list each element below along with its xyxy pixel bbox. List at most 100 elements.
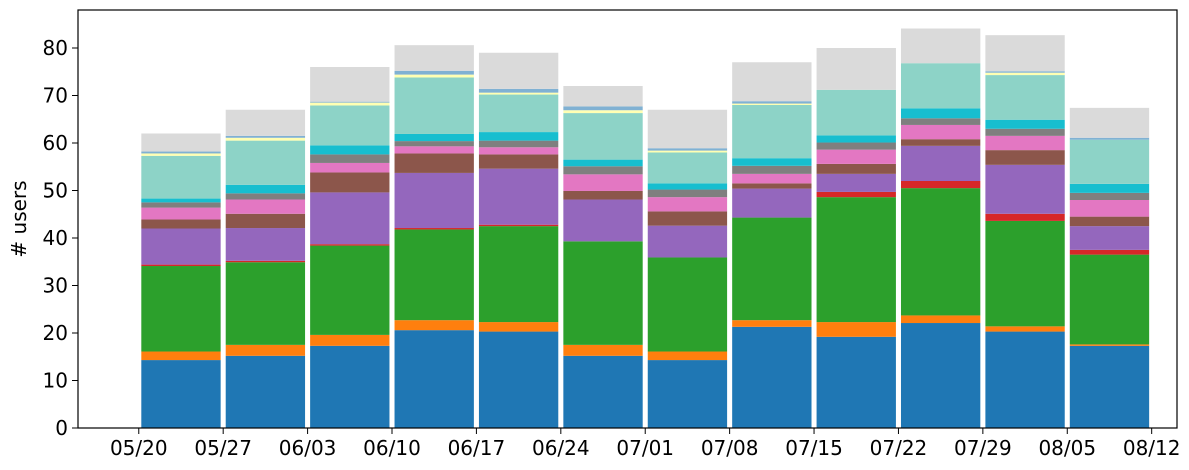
bar-segment-5-6 <box>478 154 559 169</box>
y-axis: 0 10 20 30 40 50 60 70 80 <box>43 36 78 440</box>
bar-segment-3-11 <box>310 102 390 106</box>
bar-segment-11-12 <box>985 71 1065 73</box>
bar-segment-10-7 <box>900 124 981 140</box>
bar-segment-6-11 <box>563 110 643 114</box>
bar-segment-8-6 <box>732 183 812 189</box>
bar-segment-5-11 <box>478 92 559 95</box>
bar-segment-11-13 <box>985 35 1065 72</box>
bar-segment-6-3 <box>563 241 643 345</box>
y-tick-label: 60 <box>43 131 68 155</box>
bar-segment-12-8 <box>1069 192 1150 200</box>
bar-stack-4 <box>394 45 474 428</box>
bar-segment-9-5 <box>816 173 896 192</box>
bar-segment-1-9 <box>141 198 221 203</box>
bar-segment-8-3 <box>732 217 812 321</box>
bar-segment-12-13 <box>1069 107 1150 138</box>
bar-segment-11-10 <box>985 75 1065 120</box>
bar-stack-3 <box>310 67 390 428</box>
x-tick-label: 07/01 <box>616 436 674 460</box>
x-tick-label: 07/22 <box>870 436 928 460</box>
x-tick-label: 05/20 <box>110 436 168 460</box>
bar-segment-7-13 <box>647 109 728 149</box>
bar-stack-7 <box>647 109 728 428</box>
bar-segment-7-8 <box>647 189 728 198</box>
bar-segment-2-7 <box>225 199 306 214</box>
bar-segment-3-12 <box>310 101 390 103</box>
bar-segment-9-10 <box>816 89 896 136</box>
bar-segment-8-13 <box>732 62 812 102</box>
bar-segment-10-9 <box>900 108 981 119</box>
bar-segment-3-13 <box>310 67 390 102</box>
x-tick-label: 08/12 <box>1123 436 1181 460</box>
bar-segment-11-2 <box>985 326 1065 332</box>
bar-segment-9-7 <box>816 149 896 164</box>
bar-segment-8-11 <box>732 103 812 105</box>
bar-segment-5-3 <box>478 226 559 323</box>
bar-segment-6-9 <box>563 159 643 167</box>
bar-segment-9-3 <box>816 197 896 323</box>
bar-segment-2-3 <box>225 262 306 345</box>
bar-segment-12-4 <box>1069 249 1150 255</box>
bar-segment-5-9 <box>478 132 559 141</box>
bar-segment-4-3 <box>394 229 474 321</box>
y-tick-label: 10 <box>43 369 68 393</box>
bar-segment-7-5 <box>647 225 728 258</box>
bar-segment-1-5 <box>141 228 221 265</box>
bar-segment-12-12 <box>1069 137 1150 140</box>
bar-segment-5-7 <box>478 147 559 155</box>
bar-segment-4-9 <box>394 133 474 142</box>
bar-segment-6-7 <box>563 174 643 191</box>
bar-stack-6 <box>563 86 643 428</box>
y-tick-label: 80 <box>43 36 68 60</box>
bar-segment-9-9 <box>816 135 896 143</box>
bar-stack-5 <box>478 52 559 428</box>
bar-segment-4-6 <box>394 153 474 173</box>
bar-segment-1-13 <box>141 133 221 152</box>
bar-segment-4-7 <box>394 146 474 154</box>
bar-segment-10-2 <box>900 315 981 324</box>
x-tick-label: 07/15 <box>785 436 843 460</box>
bar-segment-8-9 <box>732 158 812 166</box>
y-tick-label: 40 <box>43 226 68 250</box>
bar-segment-6-2 <box>563 344 643 356</box>
bar-segment-7-12 <box>647 148 728 151</box>
bar-segment-7-9 <box>647 183 728 190</box>
bar-stack-8 <box>732 62 812 428</box>
bar-segment-9-8 <box>816 142 896 150</box>
bar-segment-7-3 <box>647 257 728 352</box>
bar-segment-3-9 <box>310 145 390 155</box>
bar-segment-5-12 <box>478 88 559 93</box>
bar-segment-1-10 <box>141 155 221 199</box>
bar-segment-12-3 <box>1069 254 1150 345</box>
bar-segment-11-11 <box>985 72 1065 76</box>
bar-segment-10-4 <box>900 181 981 189</box>
y-tick-label: 0 <box>55 416 68 440</box>
bar-segment-3-7 <box>310 162 390 173</box>
bar-segment-1-6 <box>141 219 221 229</box>
bar-segment-3-10 <box>310 105 390 146</box>
bar-stack-2 <box>225 109 306 428</box>
bar-segment-1-7 <box>141 207 221 220</box>
bar-stack-12 <box>1069 107 1150 428</box>
bar-segment-10-8 <box>900 118 981 125</box>
bar-segment-7-7 <box>647 197 728 212</box>
bar-segment-4-13 <box>394 45 474 71</box>
bar-segment-12-1 <box>1069 345 1150 428</box>
bar-segment-9-1 <box>816 336 896 428</box>
x-axis: 05/20 05/27 06/03 06/10 06/17 06/24 07/01 07/08… <box>110 428 1181 460</box>
bar-segment-2-2 <box>225 344 306 356</box>
bar-segment-2-6 <box>225 213 306 229</box>
bar-segment-11-6 <box>985 150 1065 165</box>
x-tick-label: 06/10 <box>363 436 421 460</box>
bar-segment-8-7 <box>732 173 812 184</box>
bar-segment-2-8 <box>225 193 306 200</box>
bar-segment-6-8 <box>563 166 643 175</box>
bar-segment-1-12 <box>141 151 221 154</box>
bar-segment-8-8 <box>732 165 812 174</box>
bar-segment-1-11 <box>141 153 221 156</box>
bar-segment-9-4 <box>816 191 896 198</box>
bar-segment-4-1 <box>394 330 474 428</box>
x-tick-label: 06/03 <box>279 436 337 460</box>
x-tick-label: 06/17 <box>448 436 506 460</box>
